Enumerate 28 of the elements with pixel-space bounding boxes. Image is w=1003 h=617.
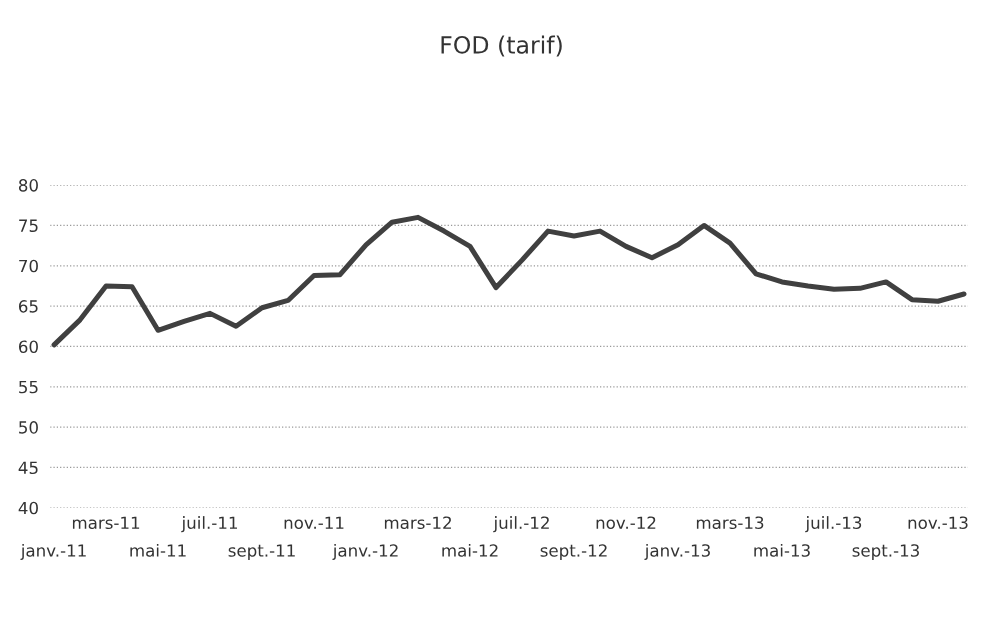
y-tick-label: 60: [18, 340, 38, 354]
x-tick-label: mars-13: [696, 516, 764, 530]
x-tick-label: sept.-11: [228, 544, 295, 561]
y-tick-label: 45: [18, 461, 38, 475]
x-tick-label: mai-12: [442, 543, 498, 557]
y-tick-label: 40: [18, 501, 38, 515]
y-tick-label: 70: [19, 259, 38, 273]
y-tick-label: 75: [19, 219, 38, 233]
y-tick-label: 65: [18, 300, 38, 313]
x-tick-label: nov.-12: [596, 516, 656, 530]
x-tick-label: nov.-13: [908, 516, 968, 530]
x-tick-label: sept.-13: [852, 544, 919, 561]
x-tick-label: sept.-12: [540, 544, 607, 561]
x-tick-label: nov.-11: [284, 516, 344, 530]
x-tick-label: mars-12: [384, 516, 451, 530]
x-tick-label: janv.-12: [332, 543, 398, 561]
x-tick-label: juil.-11: [181, 516, 237, 533]
x-tick-label: mai-11: [130, 543, 186, 557]
x-tick-label: juil.-12: [493, 516, 549, 533]
x-tick-label: mai-13: [754, 543, 810, 557]
y-tick-label: 55: [19, 380, 38, 394]
x-tick-label: janv.-11: [20, 543, 86, 561]
y-tick-label: 50: [19, 421, 38, 434]
x-tick-label: mars-11: [72, 516, 140, 530]
y-tick-label: 80: [18, 179, 38, 192]
x-tick-label: janv.-13: [644, 543, 710, 561]
x-tick-label: juil.-13: [805, 516, 862, 533]
chart-title: FOD (tarif): [441, 35, 562, 57]
